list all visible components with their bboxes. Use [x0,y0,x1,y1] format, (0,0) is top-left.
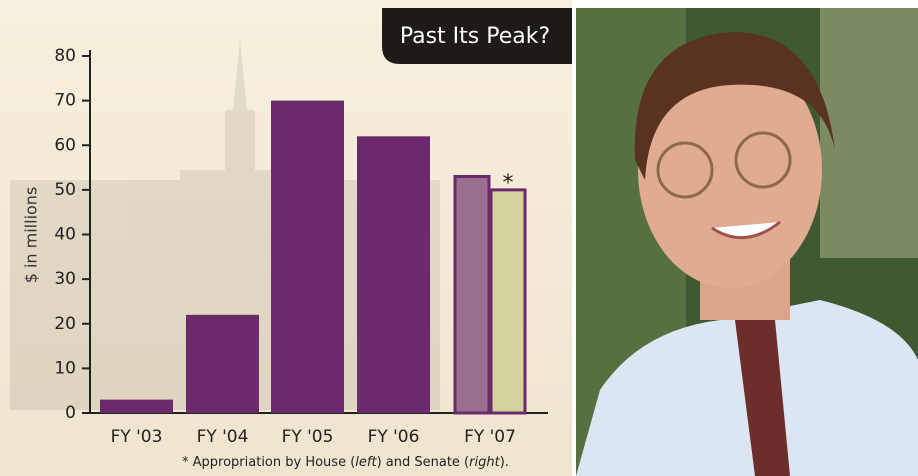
y-axis-label: $ in millions [22,187,41,284]
y-tick-label: 70 [54,91,76,111]
bar [100,400,173,413]
footnote-part: right [469,455,500,470]
y-tick-label: 60 [54,135,76,155]
x-tick-label: FY '05 [282,427,334,447]
x-tick-label: FY '03 [111,427,163,447]
y-tick-label: 30 [54,269,76,289]
bar [357,136,430,413]
y-tick-label: 80 [54,46,76,66]
annotation: * [503,171,514,196]
footnote-part: left [355,455,377,470]
bar [271,101,344,413]
x-tick-label: FY '07 [464,427,516,447]
y-tick-label: 40 [54,225,76,245]
page: Past Its Peak? $ in millions * Appropria… [0,0,918,476]
y-tick-label: 10 [54,358,76,378]
x-tick-label: FY '04 [197,427,249,447]
y-tick-label: 20 [54,314,76,334]
footnote-part: ) and Senate ( [377,455,470,470]
y-tick-label: 0 [65,403,76,423]
footnote-part: ). [500,455,509,470]
y-tick-label: 50 [54,180,76,200]
chart-title: Past Its Peak? [400,24,550,49]
footnote-part: * Appropriation by House ( [182,455,355,470]
bar [491,190,525,413]
footnote: * Appropriation by House (left) and Sena… [182,455,509,470]
bar [455,176,489,413]
bar [186,315,259,413]
photo [576,8,918,476]
x-tick-label: FY '06 [368,427,420,447]
